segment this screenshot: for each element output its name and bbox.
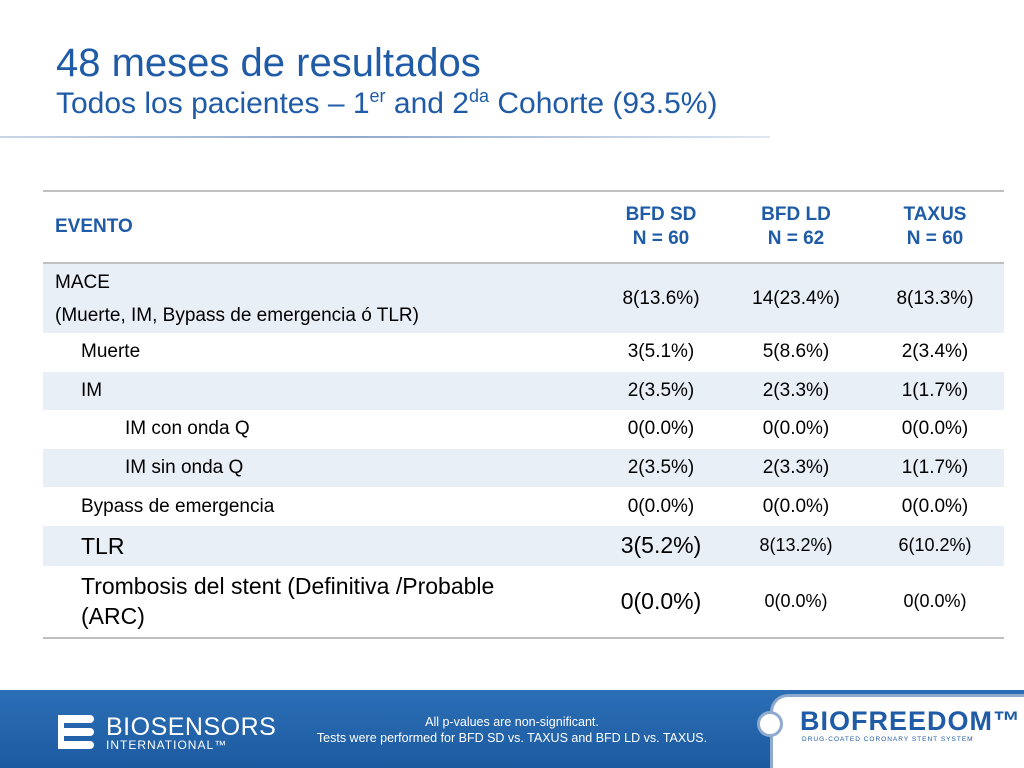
header-taxus-n: N = 60 — [906, 228, 964, 249]
footer-note-line: All p-values are non-significant. — [425, 715, 599, 729]
biofreedom-panel — [770, 694, 1024, 768]
header-bfd-ld: BFD LD N = 62 — [726, 191, 866, 263]
cell-bfd-ld: 14(23.4%) — [752, 287, 840, 309]
header-bfd-sd-name: BFD SD — [625, 204, 697, 225]
table-row: TLR 3(5.2%) 8(13.2%) 6(10.2%) — [43, 525, 1004, 566]
biosensors-logo-icon — [58, 715, 94, 749]
cell-taxus: 2(3.4%) — [901, 341, 969, 363]
row-label-im-con-onda-q: IM con onda Q — [125, 418, 250, 440]
cell-bfd-ld: 2(3.3%) — [762, 457, 830, 479]
header-bfd-ld-n: N = 62 — [767, 228, 825, 249]
table-header-row: EVENTO BFD SD N = 60 BFD LD N = 62 TAXUS N … — [43, 191, 1004, 263]
biofreedom-logo: BIOFREEDOM™ — [800, 706, 1022, 736]
footer-note: All p-values are non-significant. Tests … — [282, 714, 742, 746]
row-label-line: (ARC) — [81, 603, 145, 630]
slide-subtitle: Todos los pacientes – 1er and 2da Cohort… — [56, 86, 717, 122]
footer-note-line: Tests were performed for BFD SD vs. TAXU… — [316, 731, 708, 745]
row-label-im: IM — [81, 379, 103, 401]
cell-bfd-sd: 0(0.0%) — [627, 495, 695, 517]
row-label-im-sin-onda-q: IM sin onda Q — [125, 457, 244, 479]
cell-bfd-sd: 3(5.2%) — [620, 532, 702, 559]
table-row: MACE (Muerte, IM, Bypass de emergencia ó … — [43, 263, 1004, 333]
header-bfd-sd-n: N = 60 — [632, 228, 690, 249]
subtitle-sup-1: er — [369, 86, 386, 106]
cell-taxus: 6(10.2%) — [898, 535, 972, 556]
header-taxus-name: TAXUS — [903, 204, 967, 225]
header-taxus: TAXUS N = 60 — [866, 191, 1004, 263]
subtitle-part-3: Cohorte (93.5%) — [489, 87, 718, 120]
subtitle-sup-2: da — [468, 86, 490, 106]
header-bfd-sd: BFD SD N = 60 — [596, 191, 726, 263]
cell-bfd-ld: 0(0.0%) — [762, 495, 830, 517]
row-label-tlr: TLR — [81, 532, 125, 559]
row-label-line: MACE — [55, 271, 110, 293]
row-label-mace: MACE (Muerte, IM, Bypass de emergencia ó … — [43, 263, 596, 333]
cell-bfd-ld: 2(3.3%) — [762, 379, 830, 401]
cell-bfd-ld: 0(0.0%) — [764, 590, 828, 611]
biosensors-brand-sub: INTERNATIONAL™ — [106, 738, 228, 752]
cell-bfd-sd: 3(5.1%) — [627, 341, 695, 363]
cell-bfd-ld: 8(13.2%) — [759, 535, 833, 556]
biofreedom-tagline: DRUG-COATED CORONARY STENT SYSTEM — [802, 736, 974, 743]
cell-bfd-ld: 5(8.6%) — [762, 341, 830, 363]
table-row: Bypass de emergencia 0(0.0%) 0(0.0%) 0(0… — [43, 487, 1004, 526]
title-block: 48 meses de resultados Todos los pacient… — [56, 40, 717, 122]
cell-taxus: 1(1.7%) — [901, 379, 969, 401]
cell-bfd-sd: 2(3.5%) — [627, 379, 695, 401]
biosensors-brand: BIOSENSORS — [106, 713, 277, 741]
row-label-bypass: Bypass de emergencia — [81, 495, 275, 517]
row-label-line: (Muerte, IM, Bypass de emergencia ó TLR) — [55, 304, 419, 326]
table-row: Trombosis del stent (Definitiva /Probabl… — [43, 566, 1004, 638]
cell-bfd-sd: 8(13.6%) — [622, 287, 700, 309]
header-bfd-ld-name: BFD LD — [761, 204, 831, 225]
cell-bfd-ld: 0(0.0%) — [762, 418, 830, 440]
row-label-muerte: Muerte — [81, 341, 141, 363]
cell-taxus: 0(0.0%) — [901, 495, 969, 517]
cell-bfd-sd: 0(0.0%) — [620, 587, 702, 614]
row-label-line: Trombosis del stent (Definitiva /Probabl… — [81, 573, 495, 600]
cell-bfd-sd: 2(3.5%) — [627, 457, 695, 479]
slide-title: 48 meses de resultados — [56, 41, 481, 85]
results-table: EVENTO BFD SD N = 60 BFD LD N = 62 TAXUS N … — [43, 190, 1004, 639]
cell-taxus: 0(0.0%) — [903, 590, 967, 611]
header-evento: EVENTO — [55, 216, 133, 237]
cell-bfd-sd: 0(0.0%) — [627, 418, 695, 440]
subtitle-part-1: Todos los pacientes – 1 — [56, 87, 370, 120]
table-row: IM sin onda Q 2(3.5%) 2(3.3%) 1(1.7%) — [43, 448, 1004, 488]
cell-taxus: 8(13.3%) — [896, 287, 974, 309]
cell-taxus: 1(1.7%) — [901, 457, 969, 479]
table-row: IM con onda Q 0(0.0%) 0(0.0%) 0(0.0%) — [43, 410, 1004, 449]
panel-circle-decoration — [757, 711, 783, 737]
title-divider — [0, 136, 770, 138]
table-row: Muerte 3(5.1%) 5(8.6%) 2(3.4%) — [43, 333, 1004, 372]
subtitle-part-2: and 2 — [385, 87, 469, 120]
cell-taxus: 0(0.0%) — [901, 418, 969, 440]
row-label-trombosis: Trombosis del stent (Definitiva /Probabl… — [43, 566, 596, 638]
table-row: IM 2(3.5%) 2(3.3%) 1(1.7%) — [43, 371, 1004, 411]
